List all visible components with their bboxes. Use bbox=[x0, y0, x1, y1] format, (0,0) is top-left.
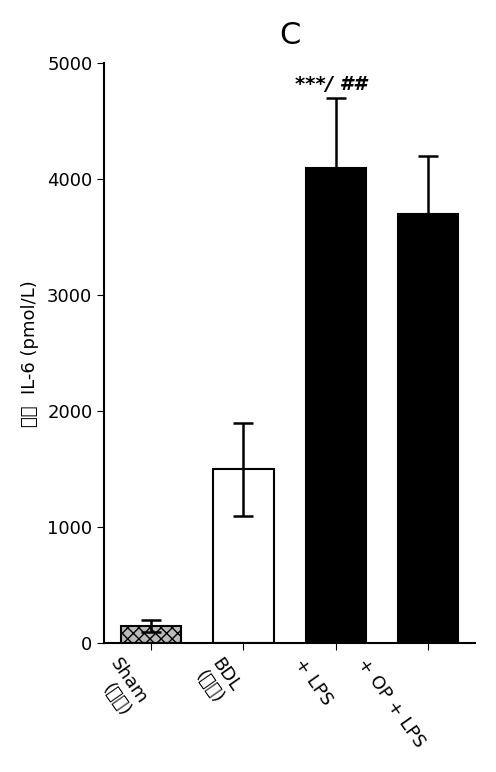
Bar bbox=[121, 626, 181, 643]
Text: ***/ ##: ***/ ## bbox=[295, 75, 367, 93]
Bar bbox=[213, 469, 273, 643]
Y-axis label: 血漿  IL-6 (pmol/L): 血漿 IL-6 (pmol/L) bbox=[21, 280, 39, 427]
Bar bbox=[306, 168, 366, 643]
Title: C: C bbox=[279, 21, 301, 50]
Bar bbox=[398, 214, 458, 643]
